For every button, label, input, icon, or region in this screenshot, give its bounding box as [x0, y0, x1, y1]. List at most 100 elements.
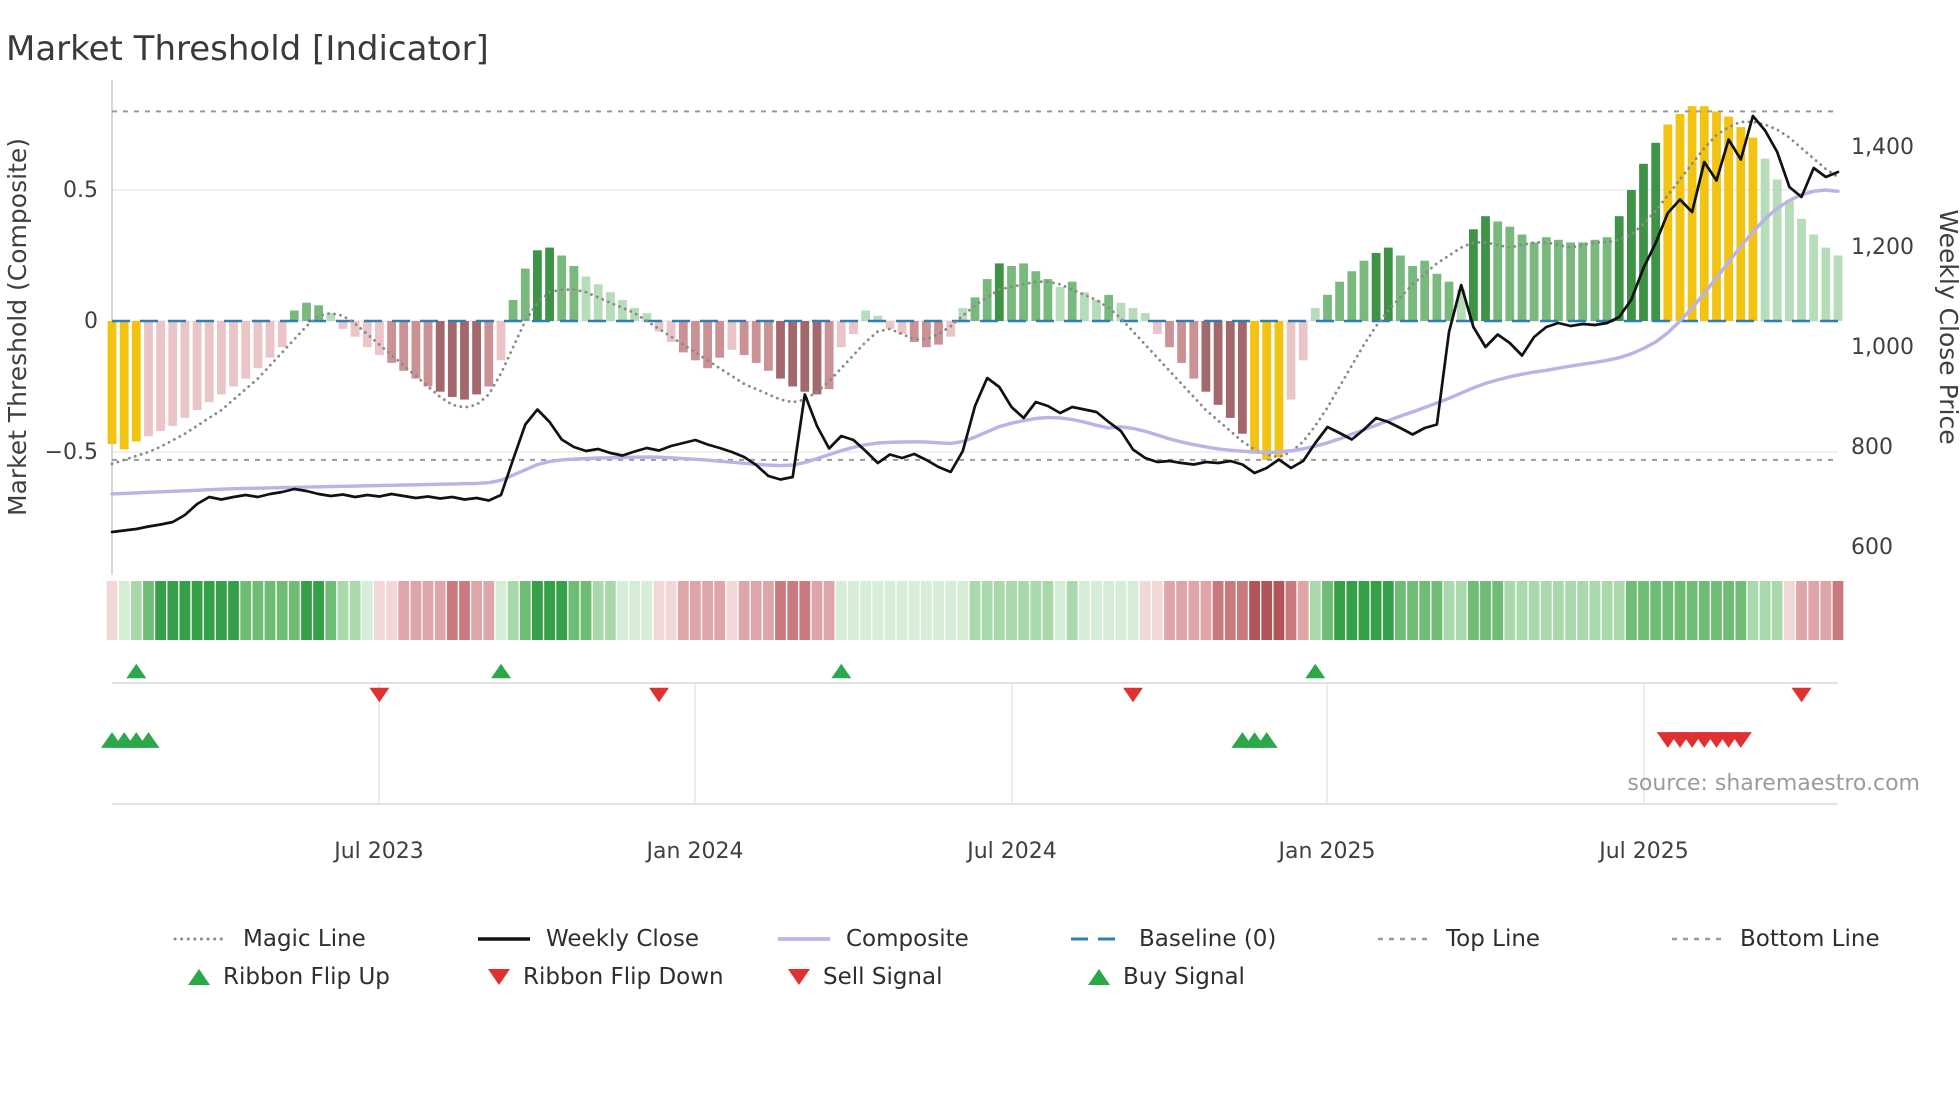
composite-bar — [1396, 255, 1405, 321]
ribbon-cell — [179, 581, 191, 640]
ribbon-cell — [1650, 581, 1662, 640]
composite-bar — [958, 307, 968, 321]
ribbon-cell — [434, 581, 446, 640]
ribbon-cell — [738, 581, 750, 640]
ribbon-cell — [1662, 581, 1674, 640]
composite-bar — [1493, 221, 1503, 321]
composite-bar — [618, 300, 627, 321]
composite-bar — [1359, 260, 1369, 321]
ribbon-cell — [605, 581, 616, 640]
ribbon-cell — [1285, 581, 1297, 640]
ribbon-cell — [763, 581, 774, 640]
ribbon-cell — [835, 581, 847, 640]
composite-bar — [1724, 116, 1733, 321]
right-tick-1000: 1,000 — [1851, 335, 1914, 360]
ribbon-cell — [1443, 581, 1455, 640]
composite-bar — [1529, 242, 1539, 321]
composite-bar — [1140, 313, 1150, 321]
x-tick-jul-2025: Jul 2025 — [1597, 839, 1689, 864]
ribbon-cell — [823, 581, 835, 640]
ribbon-cell — [848, 581, 859, 640]
composite-bar — [192, 321, 202, 411]
composite-bar — [946, 321, 956, 337]
composite-bar — [800, 321, 810, 392]
composite-bar — [1383, 247, 1393, 321]
ribbon-cell — [1735, 581, 1747, 640]
ribbon-cell — [1212, 581, 1224, 640]
composite-bar — [934, 321, 943, 345]
composite-bar — [1639, 163, 1648, 321]
composite-bar — [593, 284, 603, 321]
ribbon-cell — [1419, 581, 1431, 640]
ribbon-cell — [1820, 581, 1832, 640]
ribbon-cell — [1784, 581, 1795, 640]
ribbon-flip-up-marker — [126, 663, 147, 679]
ribbon-cell — [872, 581, 884, 640]
ribbon-cell — [507, 581, 519, 640]
ribbon-cell — [1334, 581, 1345, 640]
composite-bar — [375, 321, 384, 356]
ribbon-cell — [1139, 581, 1151, 640]
ribbon-cell — [617, 581, 628, 640]
ribbon-cell — [568, 581, 580, 640]
composite-bar — [691, 321, 700, 361]
composite-bar — [131, 321, 141, 442]
ribbon-cell — [860, 581, 871, 640]
ribbon-cell — [483, 581, 495, 640]
ribbon-cell — [1066, 581, 1078, 640]
ribbon-cell — [629, 581, 641, 640]
composite-bar — [836, 321, 846, 348]
ribbon-cell — [1711, 581, 1722, 640]
composite-bar — [1578, 242, 1588, 321]
composite-bar — [1590, 239, 1600, 321]
ribbon-cell — [1565, 581, 1576, 640]
composite-bar — [994, 263, 1004, 321]
ribbon-cell — [1346, 581, 1358, 640]
ribbon-flip-down-marker — [649, 687, 669, 703]
composite-bar — [314, 305, 323, 321]
ribbon-cell — [1382, 581, 1394, 640]
ribbon-cell — [1796, 581, 1807, 640]
ribbon-cell — [519, 581, 531, 640]
ribbon-cell — [641, 581, 653, 640]
ribbon-cell — [143, 581, 154, 640]
ribbon-cell — [1297, 581, 1309, 640]
composite-bar — [350, 321, 360, 337]
composite-bar — [1432, 273, 1442, 321]
ribbon-cell — [1808, 581, 1820, 640]
left-tick-bottom: −0.5 — [45, 440, 98, 465]
composite-bar — [764, 321, 773, 371]
ribbon-cell — [1613, 581, 1625, 640]
composite-bar — [144, 321, 153, 437]
composite-bar — [533, 250, 542, 321]
ribbon-cell — [1309, 581, 1321, 640]
weekly-close-line — [110, 114, 1840, 534]
ribbon-cell — [1492, 581, 1504, 640]
composite-bar — [338, 321, 348, 329]
composite-bar — [1517, 234, 1527, 321]
composite-bar — [265, 321, 275, 358]
right-tick-1200: 1,200 — [1851, 235, 1914, 260]
ribbon-flip-up-marker — [831, 663, 852, 679]
ribbon-cell — [544, 581, 555, 640]
ribbon-cell — [556, 581, 568, 640]
composite-bar — [119, 321, 129, 450]
ribbon-cell — [677, 581, 689, 640]
ribbon-cell — [580, 581, 592, 640]
ribbon-cell — [1237, 581, 1248, 640]
composite-bar — [970, 297, 980, 321]
composite-bar — [1663, 124, 1673, 321]
ribbon-cell — [203, 581, 215, 640]
ribbon-cell — [471, 581, 482, 640]
ribbon-cell — [1747, 581, 1759, 640]
ribbon-cell — [1224, 581, 1236, 640]
ribbon-cell — [653, 581, 665, 640]
ribbon-cell — [1103, 581, 1115, 640]
composite-bar — [1809, 234, 1819, 321]
composite-bar — [1055, 286, 1065, 321]
ribbon-cell — [945, 581, 957, 640]
composite-bar — [909, 321, 919, 342]
composite-bar — [1541, 237, 1551, 321]
composite-bar — [508, 300, 518, 321]
